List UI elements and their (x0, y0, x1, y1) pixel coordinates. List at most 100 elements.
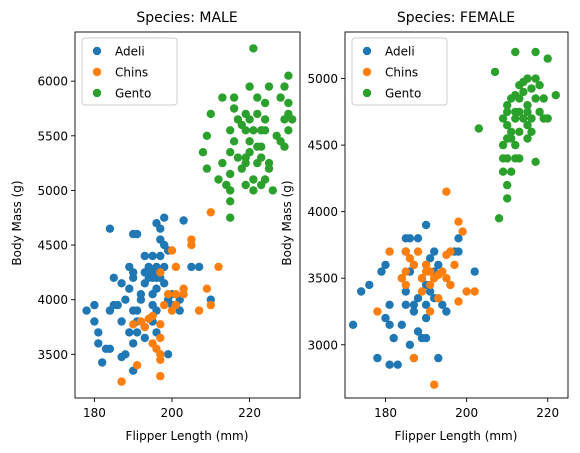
male-point-gento (276, 93, 285, 102)
female-point-gento (523, 121, 532, 130)
male-point-adeli (194, 262, 204, 272)
male-legend-marker-chins (92, 67, 102, 77)
male-point-gento (257, 153, 266, 162)
female-point-chins (417, 287, 427, 296)
female-point-gento (494, 214, 504, 223)
male-point-chins (167, 246, 177, 255)
female-point-adeli (393, 360, 402, 369)
male-y-tick-label: 5500 (37, 129, 68, 143)
male-point-gento (226, 213, 235, 222)
female-point-chins (442, 187, 451, 196)
male-point-adeli (148, 251, 157, 261)
female-x-tick-label: 200 (455, 406, 478, 420)
male-point-adeli (98, 358, 107, 367)
female-point-adeli (409, 307, 419, 316)
male-point-chins (156, 371, 165, 381)
female-point-chins (438, 267, 447, 276)
male-point-chins (129, 320, 138, 329)
female-point-gento (527, 84, 536, 93)
female-point-adeli (421, 300, 431, 309)
female-point-gento (490, 67, 500, 77)
female-point-chins (401, 267, 410, 276)
male-point-adeli (132, 229, 142, 239)
male-points (82, 44, 297, 386)
female-point-adeli (397, 320, 406, 329)
female-x-tick-label: 180 (374, 406, 397, 420)
female-point-gento (519, 87, 528, 97)
male-point-gento (214, 175, 223, 184)
female-point-gento (539, 94, 548, 103)
female-point-adeli (401, 300, 410, 309)
male-point-gento (284, 98, 293, 108)
male-point-gento (249, 44, 258, 53)
male-point-chins (132, 361, 142, 370)
female-point-chins (417, 274, 427, 283)
female-axes-frame (344, 31, 569, 399)
female-point-adeli (421, 313, 431, 323)
male-point-gento (245, 148, 254, 157)
female-point-adeli (405, 234, 415, 243)
female-point-adeli (365, 280, 374, 290)
male-y-tick-label: 3500 (37, 348, 68, 362)
female-legend-label-chins: Chins (385, 66, 418, 80)
male-point-gento (226, 197, 235, 206)
female-point-gento (531, 157, 540, 166)
female-point-chins (401, 280, 410, 290)
male-point-chins (156, 350, 165, 359)
male-point-adeli (179, 216, 188, 225)
female-legend-marker-adeli (362, 46, 372, 56)
female-point-chins (454, 297, 463, 306)
male-legend-label-chins: Chins (115, 66, 148, 80)
female-point-gento (503, 107, 512, 117)
female-point-chins (446, 280, 455, 290)
female-point-gento (519, 114, 528, 123)
female-point-adeli (430, 247, 439, 256)
female-point-gento (527, 114, 536, 123)
male-point-gento (288, 115, 297, 124)
male-point-gento (245, 82, 254, 91)
male-point-chins (171, 300, 181, 310)
male-point-gento (280, 82, 289, 91)
male-y-tick-label: 4000 (37, 293, 68, 307)
female-point-gento (531, 47, 540, 57)
female-legend-marker-chins (362, 67, 372, 77)
female-point-gento (507, 167, 516, 176)
male-point-adeli (132, 328, 142, 337)
female-point-chins (425, 307, 435, 316)
female-point-gento (507, 134, 516, 143)
female-point-gento (531, 74, 540, 83)
female-point-gento (531, 94, 540, 103)
female-point-chins (397, 274, 406, 283)
female-point-chins (425, 267, 435, 276)
male-point-gento (260, 175, 270, 184)
male-point-gento (284, 71, 293, 80)
male-point-chins (194, 306, 204, 315)
male-y-axis-label: Body Mass (g) (10, 180, 24, 265)
male-y-tick-label: 6000 (37, 75, 68, 89)
female-point-adeli (425, 287, 435, 296)
male-point-gento (253, 93, 262, 102)
female-point-adeli (454, 234, 463, 243)
male-legend: Adeli Chins Gento (81, 37, 178, 106)
female-legend: Adeli Chins Gento (351, 37, 448, 106)
male-panel-title: Species: MALE (136, 10, 237, 26)
male-legend-label-adeli: Adeli (115, 45, 145, 59)
male-point-chins (160, 300, 169, 310)
female-point-gento (511, 114, 520, 123)
male-point-gento (229, 137, 239, 146)
male-point-adeli (156, 251, 165, 261)
male-point-gento (260, 98, 270, 108)
female-point-gento (503, 194, 512, 203)
male-point-adeli (187, 262, 196, 272)
female-point-gento (503, 180, 512, 190)
male-point-gento (249, 186, 258, 195)
female-point-gento (498, 114, 508, 123)
male-point-adeli (160, 213, 169, 222)
female-point-gento (527, 127, 536, 136)
male-point-chins (156, 320, 165, 329)
male-point-adeli (113, 300, 122, 310)
male-point-gento (241, 180, 250, 190)
female-point-gento (543, 114, 552, 123)
male-point-adeli (136, 295, 146, 304)
male-point-gento (218, 158, 227, 168)
